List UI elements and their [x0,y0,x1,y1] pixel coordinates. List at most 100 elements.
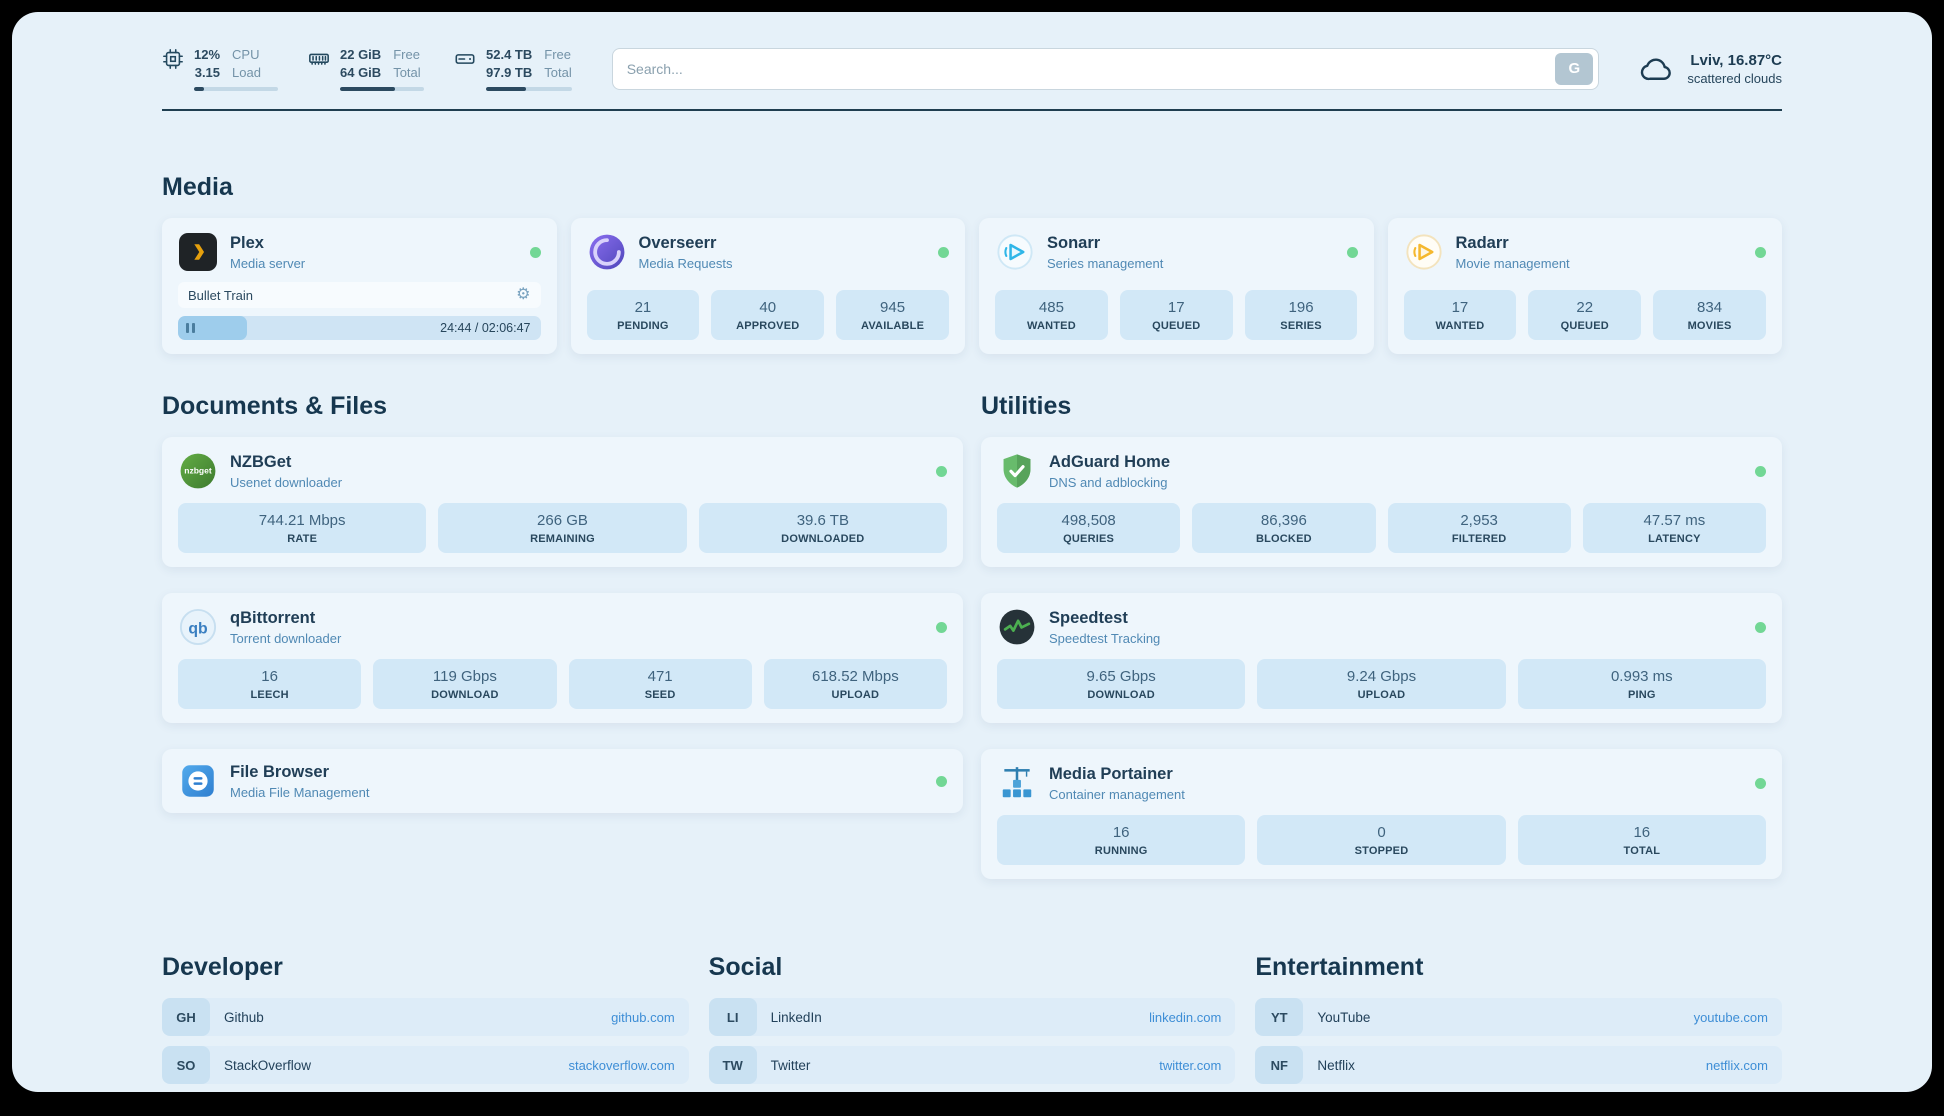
bookmark-twitter[interactable]: TW Twitter twitter.com [708,1046,1236,1085]
disk-icon [454,48,476,70]
radarr-icon [1404,232,1444,272]
memory-free-value: 22 GiB [340,47,382,62]
pause-icon [186,323,189,334]
stat-remaining: 266 GB REMAINING [438,503,687,554]
service-name: File Browser [230,762,330,781]
adguard-shield-icon [997,451,1037,491]
service-name: Radarr [1455,233,1509,252]
stat-pending: 21 PENDING [586,290,700,341]
plex-icon [178,232,218,272]
system-stats: 12% 3.15 CPU Load [162,46,572,92]
service-description: DNS and adblocking [1049,474,1168,490]
memory-free-label: Free [393,47,420,62]
bookmark-github[interactable]: GH Github github.com [162,998,689,1037]
svg-text:qb: qb [188,621,208,638]
memory-icon [308,48,330,70]
search-provider-button[interactable]: G [1555,52,1594,85]
stat-download: 119 Gbps DOWNLOAD [373,659,557,710]
service-card-radarr[interactable]: Radarr Movie management 17 WANTED 22 QUE… [1387,218,1782,355]
service-card-sonarr[interactable]: Sonarr Series management 485 WANTED 17 Q… [979,218,1374,355]
stat-download: 9.65 Gbps DOWNLOAD [997,659,1246,710]
cpu-widget: 12% 3.15 CPU Load [162,46,278,92]
service-description: Usenet downloader [230,474,343,490]
disk-widget: 52.4 TB 97.9 TB Free Total [454,46,572,92]
stat-upload: 9.24 Gbps UPLOAD [1257,659,1506,710]
disk-free-label: Free [544,47,571,62]
service-card-overseerr[interactable]: Overseerr Media Requests 21 PENDING 40 A… [570,218,965,355]
section-title-documents: Documents & Files [162,392,388,421]
stat-ping: 0.993 ms PING [1517,659,1766,710]
bookmark-url: netflix.com [1705,1057,1768,1073]
service-name: Plex [230,233,264,252]
service-card-file-browser[interactable]: File Browser Media File Management [162,749,963,814]
status-dot [1755,465,1766,477]
service-card-media-portainer[interactable]: Media Portainer Container management 16 … [981,749,1782,880]
service-card-plex[interactable]: Plex Media server Bullet Train ⚙ [162,218,557,355]
section-utilities: Utilities [981,392,1782,880]
bookmark-abbr: NF [1255,1046,1304,1085]
disk-total-label: Total [544,65,572,81]
service-description: Container management [1049,786,1185,802]
service-description: Media server [230,255,306,271]
stat-downloaded: 39.6 TB DOWNLOADED [698,503,947,554]
service-card-nzbget[interactable]: nzbget NZBGet Usenet downloader 74 [162,437,963,568]
stat-upload: 618.52 Mbps UPLOAD [763,659,947,710]
search-input[interactable] [626,60,1556,77]
cloud-icon [1639,51,1675,87]
stat-total: 16 TOTAL [1517,815,1766,866]
status-dot [1755,777,1766,789]
service-description: Media Requests [638,255,733,271]
service-description: Speedtest Tracking [1049,630,1161,646]
section-developer: Developer GH Github github.com SO StackO… [162,953,689,1092]
bookmark-abbr: GH [162,998,210,1037]
cpu-icon [162,48,184,70]
header-divider [162,109,1782,112]
stat-queued: 17 QUEUED [1119,290,1233,341]
stat-leech: 16 LEECH [178,659,362,710]
player-settings-gear-icon[interactable]: ⚙ [516,286,531,304]
playback-progress-bar[interactable]: 24:44 / 02:06:47 [178,316,541,341]
dashboard-window: 12% 3.15 CPU Load [12,12,1932,1092]
bookmark-netflix[interactable]: NF Netflix netflix.com [1255,1046,1782,1085]
bookmark-url: twitter.com [1159,1057,1222,1073]
stat-blocked: 86,396 BLOCKED [1192,503,1376,554]
bookmark-abbr: TW [708,1046,757,1085]
cpu-percent: 12% [194,47,221,62]
service-name: Media Portainer [1049,764,1173,783]
section-title-media: Media [162,173,233,202]
search-bar: G [611,47,1600,90]
service-name: AdGuard Home [1049,452,1171,471]
service-name: Overseerr [638,233,717,252]
service-description: Media File Management [230,784,370,800]
bookmark-name: Netflix [1317,1057,1355,1073]
status-dot [936,465,947,477]
disk-usage-bar [486,87,572,92]
bookmark-name: Github [224,1009,264,1025]
bookmark-stackoverflow[interactable]: SO StackOverflow stackoverflow.com [162,1046,689,1085]
section-title-utilities: Utilities [981,392,1072,421]
section-title-developer: Developer [162,953,283,982]
cpu-usage-bar [194,87,278,92]
bookmark-abbr: SO [162,1046,210,1085]
cpu-label: CPU [232,47,260,62]
top-bar: 12% 3.15 CPU Load [162,46,1782,92]
bookmark-youtube[interactable]: YT YouTube youtube.com [1255,998,1782,1037]
service-card-qbittorrent[interactable]: qb qBittorrent Torrent downloader [162,593,963,724]
bookmark-name: StackOverflow [224,1057,312,1073]
bookmark-name: YouTube [1317,1009,1371,1025]
disk-total-value: 97.9 TB [486,65,533,81]
stat-latency: 47.57 ms LATENCY [1582,503,1766,554]
service-card-adguard-home[interactable]: AdGuard Home DNS and adblocking 498,508 … [981,437,1782,568]
service-name: NZBGet [230,452,292,471]
service-name: Sonarr [1047,233,1101,252]
service-description: Torrent downloader [230,630,342,646]
stat-rate: 744.21 Mbps RATE [178,503,427,554]
playback-progress-fill [178,316,247,341]
bookmark-linkedin[interactable]: LI LinkedIn linkedin.com [708,998,1236,1037]
service-card-speedtest[interactable]: Speedtest Speedtest Tracking 9.65 Gbps D… [981,593,1782,724]
bookmark-name: Twitter [770,1057,811,1073]
weather-widget[interactable]: Lviv, 16.87°C scattered clouds [1639,51,1782,87]
status-dot [938,246,949,258]
stat-movies: 834 MOVIES [1653,290,1766,341]
overseerr-icon [587,232,627,272]
